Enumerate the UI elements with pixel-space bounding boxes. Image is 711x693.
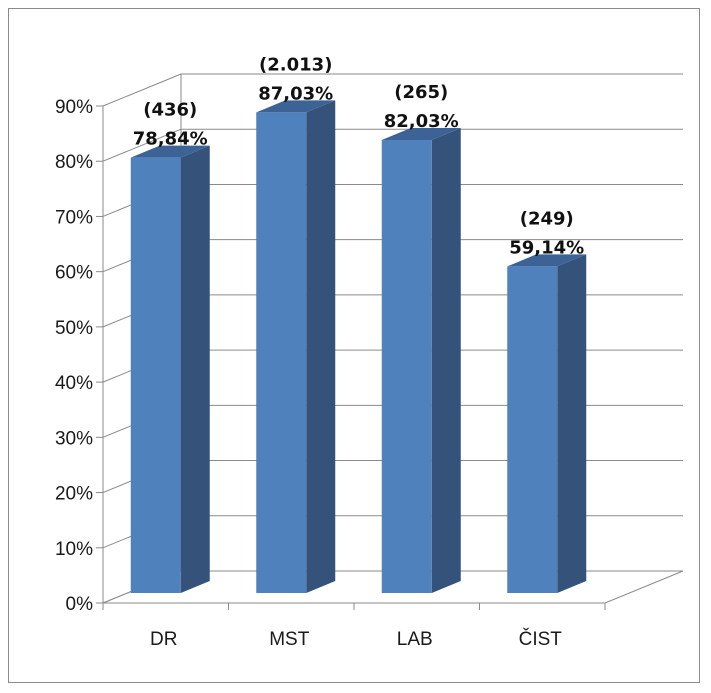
- bar-count-label: (265): [394, 82, 448, 103]
- bar: [256, 100, 336, 593]
- y-tick-label: 90%: [55, 97, 93, 118]
- bar-front: [381, 140, 432, 593]
- bar-side: [431, 128, 461, 593]
- bars: [130, 100, 587, 594]
- bar-top: [256, 100, 336, 113]
- y-axis: 0% 10% 20% 30% 40% 50% 60% 70% 80% 90%: [55, 97, 606, 615]
- x-axis: DR MST LAB ČIST: [150, 628, 562, 650]
- y-tick-label: 70%: [55, 207, 93, 228]
- gridline-diagonal: [102, 128, 182, 162]
- bar-side: [557, 254, 587, 593]
- y-tick-label: 80%: [55, 152, 93, 173]
- bar-top: [130, 145, 210, 158]
- bar-value-label: 82,03%: [384, 111, 459, 132]
- x-category-label: DR: [150, 629, 177, 650]
- bar-count-label: (436): [143, 100, 197, 121]
- bar-value-label: 59,14%: [509, 237, 584, 258]
- bar-top: [381, 128, 461, 141]
- bar-top: [507, 254, 587, 267]
- y-tick-label: 10%: [55, 539, 93, 560]
- y-tick-label: 0%: [66, 594, 94, 615]
- gridline-diagonal: [102, 73, 182, 107]
- y-tick-label: 60%: [55, 263, 93, 284]
- bar-front: [256, 112, 307, 593]
- y-tick-label: 20%: [55, 484, 93, 505]
- y-tick-label: 40%: [55, 373, 93, 394]
- data-labels: (436) 78,84% (2.013) 87,03% (265) 82,03% (249)…: [133, 54, 584, 258]
- bar: [507, 254, 587, 593]
- bar: [130, 145, 210, 594]
- bar-value-label: 87,03%: [258, 83, 333, 104]
- bar-count-label: (2.013): [259, 54, 332, 75]
- x-category-label: ČIST: [519, 628, 563, 650]
- x-category-label: MST: [269, 629, 310, 650]
- bar-front: [130, 157, 181, 594]
- bar-side: [306, 100, 336, 593]
- bar: [381, 128, 461, 593]
- bar-value-label: 78,84%: [133, 129, 208, 150]
- y-tick-label: 50%: [55, 318, 93, 339]
- floor-right-edge: [604, 570, 684, 604]
- x-category-label: LAB: [397, 629, 433, 650]
- bar-front: [507, 266, 558, 593]
- bar-count-label: (249): [520, 208, 574, 229]
- bar-side: [180, 145, 210, 594]
- y-tick-label: 30%: [55, 428, 93, 449]
